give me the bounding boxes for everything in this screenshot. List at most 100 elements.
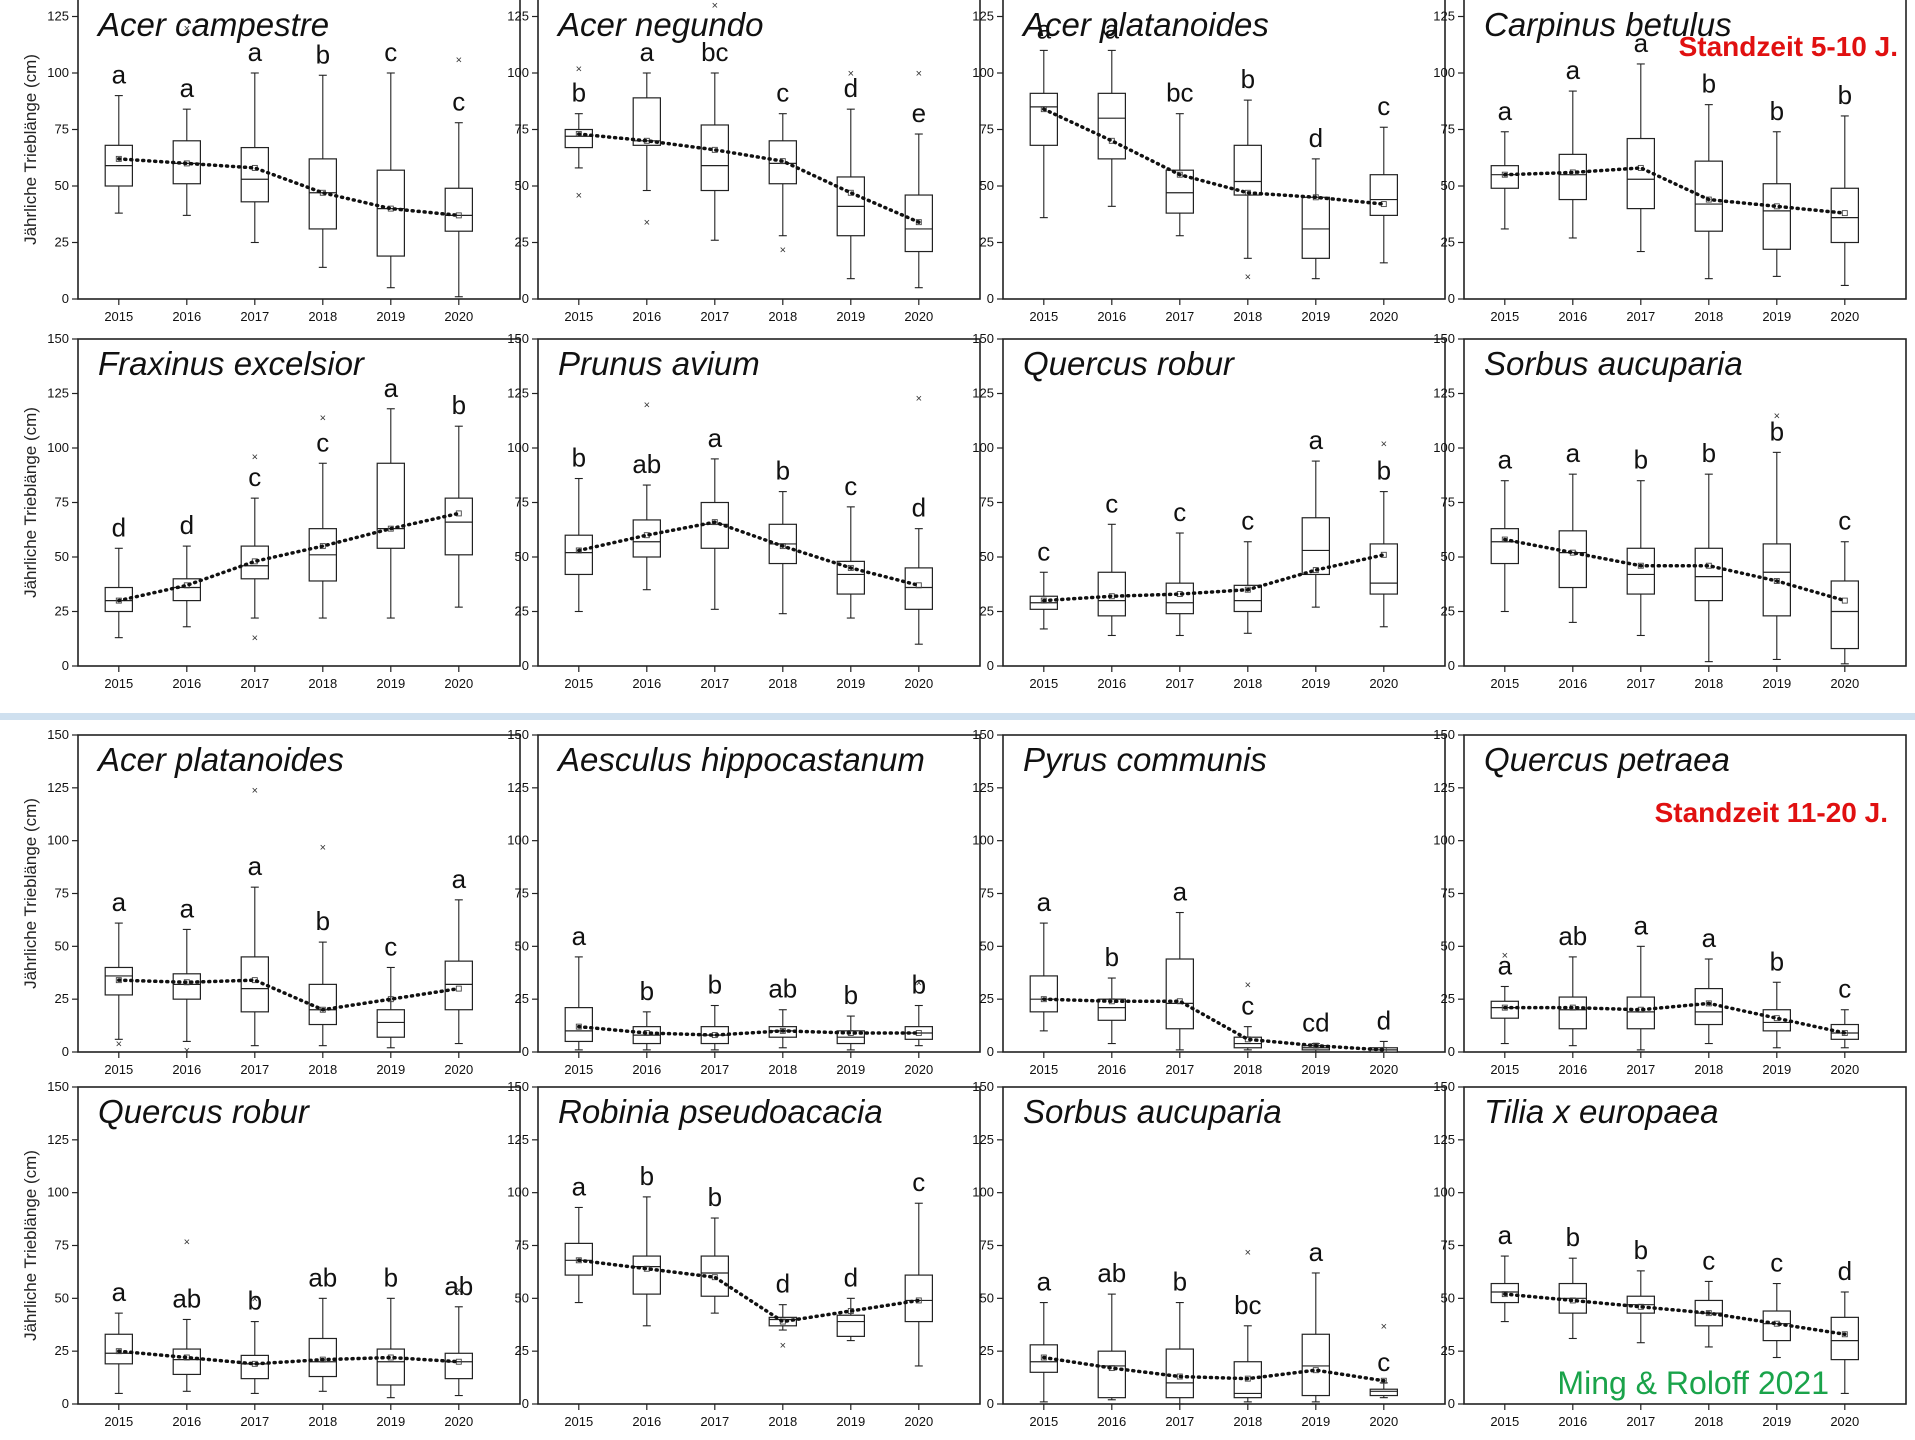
panel-4-box-2018: b <box>1694 69 1723 280</box>
panel-9-xtick-label: 2016 <box>172 1062 201 1077</box>
outlier-marker: × <box>576 63 582 75</box>
box-iqr <box>376 1009 406 1038</box>
significance-letter: a <box>180 73 195 103</box>
panel-2-box-2020: ×e <box>904 68 934 289</box>
significance-letter: c <box>384 931 397 961</box>
significance-letter: a <box>1566 438 1581 468</box>
panel-1-box-2015: a <box>104 60 133 214</box>
panel-16-ytick-label: 50 <box>1441 1290 1455 1305</box>
panel-3-box-2016: a <box>1097 14 1126 207</box>
box-iqr <box>240 146 269 203</box>
significance-letter: c <box>1105 488 1118 518</box>
significance-letter: a <box>1037 14 1052 44</box>
panel-7-xtick-label: 2020 <box>1369 676 1398 691</box>
outlier-marker: × <box>1245 979 1251 991</box>
panel-10-box-2017: b <box>700 970 730 1051</box>
panel-10-xtick-label: 2015 <box>564 1062 593 1077</box>
significance-letter: b <box>1770 416 1784 446</box>
panel-2: 0 25 50 75 100 125 2015 2016 2017 2018 2019 2020 Ace… <box>507 0 981 324</box>
panel-12-title: Quercus petraea <box>1484 741 1730 778</box>
panel-1-xtick-label: 2017 <box>240 309 269 324</box>
panel-13-xtick-label: 2017 <box>240 1414 269 1429</box>
panel-15-box-2015: a <box>1029 1267 1058 1403</box>
panel-5-ytick-label: 50 <box>55 549 69 564</box>
significance-letter: a <box>1634 28 1649 58</box>
significance-letter: b <box>1702 69 1716 99</box>
significance-letter: a <box>248 851 263 881</box>
panel-14-box-2019: d <box>836 1262 866 1342</box>
panel-4-box-2017: a <box>1626 28 1655 253</box>
panel-8-xtick-label: 2017 <box>1626 676 1655 691</box>
panel-11-xtick-label: 2020 <box>1369 1062 1398 1077</box>
significance-letter: a <box>1634 910 1649 940</box>
panel-8-xtick-label: 2018 <box>1694 676 1723 691</box>
panel-12-box-2019: b <box>1762 946 1791 1049</box>
significance-letter: b <box>316 906 330 936</box>
significance-letter: d <box>776 1269 790 1299</box>
panel-7-ytick-label: 150 <box>972 331 994 346</box>
panel-5-box-2016: d <box>172 510 201 628</box>
panel-7-ytick-label: 50 <box>980 549 994 564</box>
significance-letter: b <box>452 390 466 420</box>
panel-7-box-2018: c <box>1233 506 1262 634</box>
panel-11-ytick-label: 0 <box>987 1044 994 1059</box>
panel-15-title: Sorbus aucuparia <box>1023 1093 1282 1130</box>
panel-7-xtick-label: 2018 <box>1233 676 1262 691</box>
panel-14-ytick-label: 25 <box>515 1343 529 1358</box>
panel-1-ytick-label: 100 <box>47 65 69 80</box>
panel-9-xtick-label: 2015 <box>104 1062 133 1077</box>
panel-7-box-2015: c <box>1029 536 1058 630</box>
significance-letter: d <box>180 510 194 540</box>
significance-letter: c <box>316 427 329 457</box>
panel-12-xtick-label: 2015 <box>1490 1062 1519 1077</box>
panel-4-xtick-label: 2015 <box>1490 309 1519 324</box>
panel-2-xtick-label: 2017 <box>700 309 729 324</box>
box-iqr <box>1626 996 1655 1030</box>
panel-12-xtick-label: 2018 <box>1694 1062 1723 1077</box>
panel-5-box-2020: b <box>444 390 474 608</box>
panel-5-ytick-label: 25 <box>55 604 69 619</box>
panel-2-xtick-label: 2019 <box>836 309 865 324</box>
panel-11-box-2016: b <box>1097 942 1126 1045</box>
panel-13-ylabel: Jährliche Trieblänge (cm) <box>21 1150 40 1341</box>
panel-12-ytick-label: 75 <box>1441 886 1455 901</box>
significance-letter: b <box>1105 942 1119 972</box>
panel-7-frame <box>1002 338 1446 667</box>
outlier-marker: × <box>1381 1321 1387 1333</box>
panel-8-ytick-label: 50 <box>1441 549 1455 564</box>
panel-1-xtick-label: 2015 <box>104 309 133 324</box>
panel-8: 0 25 50 75 100 125 150 2015 2016 2017 2018 2019 2020… <box>1433 331 1907 691</box>
panel-13-ytick-label: 150 <box>47 1079 69 1094</box>
panel-4-xtick-label: 2020 <box>1830 309 1859 324</box>
panel-9-xtick-label: 2020 <box>444 1062 473 1077</box>
outlier-marker: × <box>644 399 650 411</box>
significance-letter: b <box>572 443 586 473</box>
panel-15-ytick-label: 100 <box>972 1185 994 1200</box>
mean-marker <box>1841 1331 1848 1338</box>
outlier-marker: × <box>252 633 258 645</box>
panel-16-title: Tilia x europaea <box>1484 1093 1719 1130</box>
panel-3-ytick-label: 125 <box>972 9 994 24</box>
panel-14-box-2016: b <box>632 1161 662 1327</box>
significance-letter: a <box>572 921 587 951</box>
box-iqr <box>1830 1316 1859 1361</box>
panel-14-trend-line <box>577 1258 921 1324</box>
panel-4-frame <box>1463 0 1907 300</box>
panel-2-box-2017: × bc <box>700 0 730 241</box>
panel-11-xtick-label: 2015 <box>1029 1062 1058 1077</box>
significance-letter: a <box>112 887 127 917</box>
panel-9-xtick-label: 2017 <box>240 1062 269 1077</box>
panel-5-ylabel: Jährliche Trieblänge (cm) <box>21 407 40 598</box>
box-iqr <box>632 1255 662 1295</box>
panel-11-box-2015: a <box>1029 887 1058 1032</box>
panel-12: 0 25 50 75 100 125 150 2015 2016 2017 2018 2019 2020… <box>1433 727 1907 1077</box>
panel-14-box-2017: b <box>700 1182 730 1314</box>
outlier-marker: × <box>184 1045 190 1057</box>
panel-6-box-2019: c <box>836 471 866 619</box>
panel-15-xtick-label: 2016 <box>1097 1414 1126 1429</box>
panel-6: 0 25 50 75 100 125 150 2015 2016 2017 2018 2019 2020… <box>507 331 981 691</box>
panel-6-box-2017: a <box>700 423 730 610</box>
panel-4-box-2015: a <box>1490 96 1519 230</box>
significance-letter: a <box>1702 923 1717 953</box>
panel-13-box-2015: a <box>104 1277 133 1394</box>
